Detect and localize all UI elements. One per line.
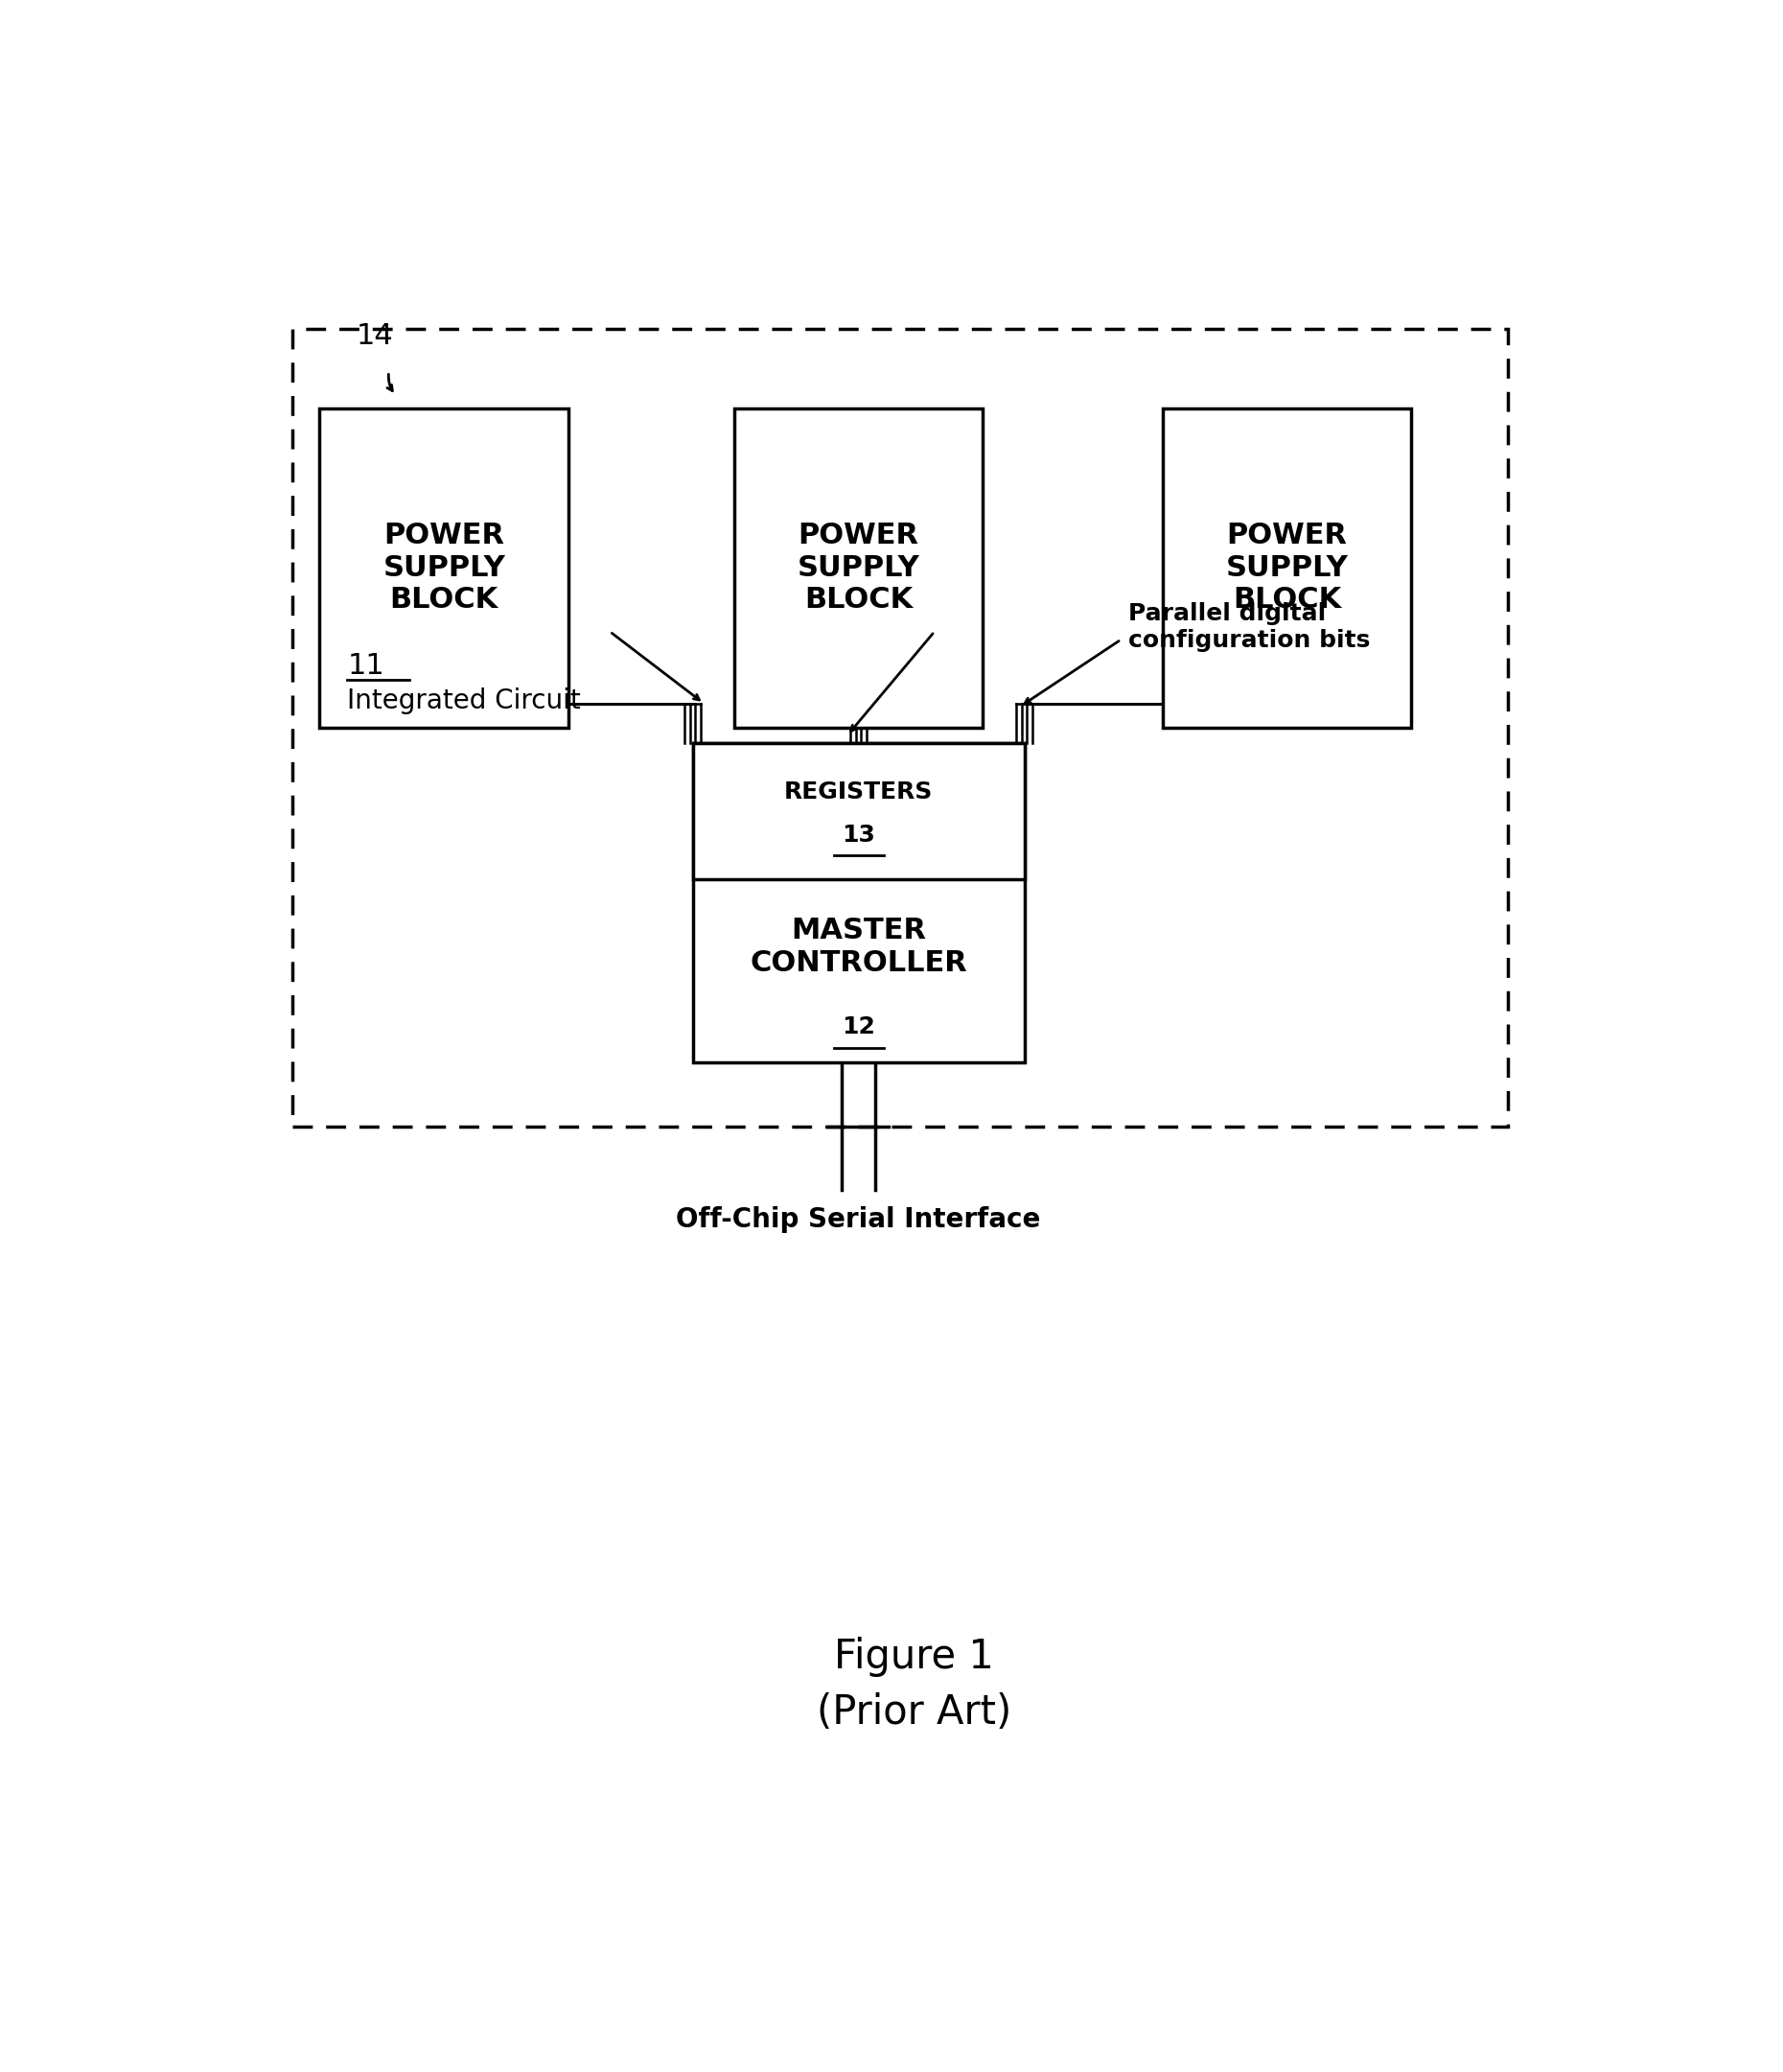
FancyBboxPatch shape: [292, 327, 1508, 1127]
Text: POWER
SUPPLY
BLOCK: POWER SUPPLY BLOCK: [797, 522, 920, 613]
FancyBboxPatch shape: [692, 744, 1025, 1063]
Text: MASTER
CONTROLLER: MASTER CONTROLLER: [751, 916, 966, 976]
FancyBboxPatch shape: [1163, 408, 1412, 727]
Text: REGISTERS: REGISTERS: [785, 781, 933, 804]
Text: POWER
SUPPLY
BLOCK: POWER SUPPLY BLOCK: [383, 522, 505, 613]
FancyBboxPatch shape: [692, 744, 1025, 879]
Text: POWER
SUPPLY
BLOCK: POWER SUPPLY BLOCK: [1225, 522, 1348, 613]
FancyBboxPatch shape: [735, 408, 982, 727]
Text: 14: 14: [357, 323, 394, 350]
Text: Off-Chip Serial Interface: Off-Chip Serial Interface: [676, 1206, 1041, 1233]
Text: Integrated Circuit: Integrated Circuit: [348, 688, 581, 715]
Text: Parallel digital
configuration bits: Parallel digital configuration bits: [1129, 603, 1369, 651]
FancyBboxPatch shape: [319, 408, 569, 727]
Text: Figure 1
(Prior Art): Figure 1 (Prior Art): [817, 1637, 1011, 1732]
Text: 12: 12: [842, 1015, 875, 1038]
Text: 13: 13: [842, 823, 875, 847]
Text: 11: 11: [348, 651, 385, 680]
